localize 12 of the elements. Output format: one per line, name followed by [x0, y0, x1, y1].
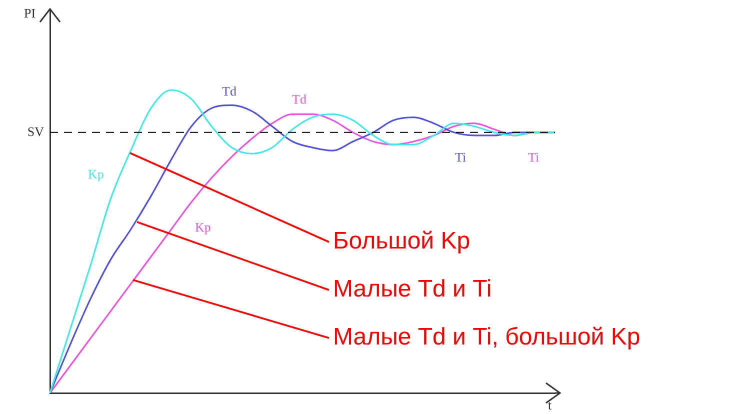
x-axis-title: t	[548, 397, 552, 412]
annotation: Малые Td и Ti, большой Kp	[333, 324, 640, 351]
annotation: Большой Kp	[333, 228, 470, 255]
text: PI	[24, 5, 36, 20]
annotation: Td	[292, 91, 307, 106]
annotation: Ti	[455, 149, 466, 164]
ref-line-label: SV	[27, 124, 45, 139]
annotation: Малые Td и Ti	[333, 276, 492, 303]
annotation: Td	[222, 83, 237, 98]
annotation: Kp	[195, 219, 211, 234]
annotation: Kp	[88, 166, 104, 182]
annotation: Ti	[528, 149, 540, 164]
